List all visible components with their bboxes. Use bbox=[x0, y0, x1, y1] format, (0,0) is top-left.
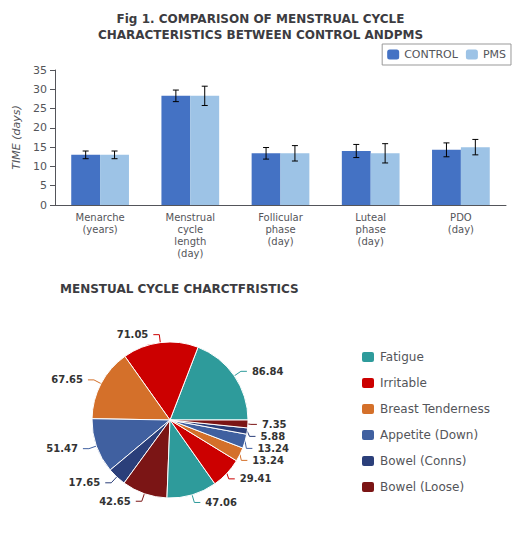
svg-text:13.24: 13.24 bbox=[252, 455, 284, 466]
svg-text:(day): (day) bbox=[267, 236, 293, 247]
svg-text:length: length bbox=[174, 236, 206, 247]
svg-text:Menstrual: Menstrual bbox=[165, 212, 215, 223]
svg-text:67.65: 67.65 bbox=[51, 374, 83, 385]
svg-text:10: 10 bbox=[33, 160, 47, 173]
svg-text:TIME (days): TIME (days) bbox=[10, 105, 23, 169]
svg-text:(years): (years) bbox=[82, 224, 117, 235]
svg-text:15: 15 bbox=[33, 141, 47, 154]
svg-text:25: 25 bbox=[33, 102, 47, 115]
svg-text:0: 0 bbox=[40, 199, 47, 212]
svg-text:PDO: PDO bbox=[450, 212, 472, 223]
svg-text:Fig 1. COMPARISON OF MENSTRUAL: Fig 1. COMPARISON OF MENSTRUAL CYCLE bbox=[117, 12, 405, 26]
svg-text:Breast Tenderness: Breast Tenderness bbox=[380, 402, 490, 416]
svg-text:Irritable: Irritable bbox=[380, 376, 427, 390]
svg-text:phase: phase bbox=[265, 224, 295, 235]
svg-text:20: 20 bbox=[33, 121, 47, 134]
svg-text:35: 35 bbox=[33, 64, 47, 77]
svg-text:17.65: 17.65 bbox=[69, 477, 101, 488]
svg-text:5.88: 5.88 bbox=[260, 431, 285, 442]
svg-text:(day): (day) bbox=[177, 248, 203, 259]
svg-text:Menarche: Menarche bbox=[76, 212, 125, 223]
svg-text:MENSTUAL CYCLE CHARCTFRISTICS: MENSTUAL CYCLE CHARCTFRISTICS bbox=[60, 282, 299, 296]
svg-text:cycle: cycle bbox=[177, 224, 203, 235]
svg-text:13.24: 13.24 bbox=[257, 443, 289, 454]
svg-text:(day): (day) bbox=[358, 236, 384, 247]
svg-text:Bowel (Conns): Bowel (Conns) bbox=[380, 454, 466, 468]
svg-text:PMS: PMS bbox=[483, 48, 506, 61]
svg-text:51.47: 51.47 bbox=[46, 443, 78, 454]
svg-text:CONTROL: CONTROL bbox=[404, 48, 459, 61]
svg-text:71.05: 71.05 bbox=[117, 329, 149, 340]
svg-text:phase: phase bbox=[356, 224, 386, 235]
svg-text:Bowel (Loose): Bowel (Loose) bbox=[380, 480, 464, 494]
svg-text:Luteal: Luteal bbox=[355, 212, 386, 223]
svg-text:CHARACTERISTICS BETWEEN CONTRO: CHARACTERISTICS BETWEEN CONTROL ANDPMS bbox=[98, 28, 423, 42]
svg-text:86.84: 86.84 bbox=[252, 366, 284, 377]
svg-text:29.41: 29.41 bbox=[240, 473, 272, 484]
svg-text:Appetite (Down): Appetite (Down) bbox=[380, 428, 478, 442]
svg-text:5: 5 bbox=[40, 179, 47, 192]
svg-text:(day): (day) bbox=[448, 224, 474, 235]
svg-text:7.35: 7.35 bbox=[262, 419, 287, 430]
svg-text:Follicular: Follicular bbox=[258, 212, 304, 223]
svg-text:Fatigue: Fatigue bbox=[380, 350, 424, 364]
svg-text:42.65: 42.65 bbox=[99, 496, 131, 507]
svg-text:47.06: 47.06 bbox=[205, 497, 237, 508]
svg-text:30: 30 bbox=[33, 83, 47, 96]
